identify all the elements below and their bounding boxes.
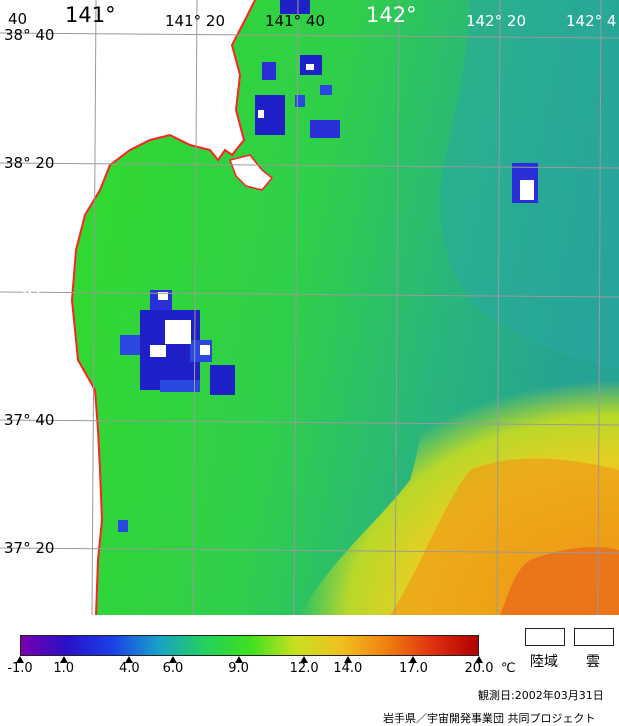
lon-label-141-40: 141° 40 [265,12,325,30]
lat-label-38: 38° [14,278,52,302]
scale-tick-mark [59,656,68,663]
land-area [0,0,255,615]
observation-date: 観測日:2002年03月31日 [478,689,604,702]
lon-label-141-20: 141° 20 [165,12,225,30]
graticule [0,0,619,615]
lon-label-142-40: 142° 4 [566,12,617,30]
sea-surface-temperature-map [0,0,619,615]
cloud-white-cores [150,64,534,357]
scale-tick-label: 20.0 [464,661,494,676]
unit-label: ℃ [501,661,516,676]
lat-label-37-20: 37° 20 [4,539,55,557]
land-label: 陸域 [530,654,558,670]
scale-tick-label: 17.0 [398,661,428,676]
scale-tick-mark [16,656,24,663]
lon-label-142: 142° [366,3,417,27]
scale-tick-mark [300,656,309,663]
scale-tick-mark [234,656,243,663]
island-coast [229,154,274,191]
coastline [70,0,256,615]
scale-tick-label: 12.0 [289,661,319,676]
corner-label: 40 [8,10,28,28]
scale-tick-label: -1.0 [7,661,33,676]
scale-tick-label: 6.0 [162,661,184,676]
scale-tick-mark [169,656,177,663]
lon-label-142-20: 142° 20 [466,12,526,30]
scale-tick-mark [125,656,134,663]
warm-hot-region [500,547,619,615]
color-scale-bar [20,635,479,656]
lat-label-38-40: 38° 40 [4,26,55,44]
scale-tick-label: 14.0 [333,661,363,676]
scale-tick-mark [409,656,418,663]
cloud-swatch [574,628,614,646]
land-swatch [525,628,565,646]
scale-tick-label: 9.0 [228,661,249,676]
scale-tick-mark [475,656,483,663]
cloud-label: 雲 [586,654,600,670]
scale-tick-label: 1.0 [53,661,75,676]
credit-text: 岩手県／宇宙開発事業団 共同プロジェクト [383,712,596,725]
lat-label-37-40: 37° 40 [4,411,55,429]
scale-tick-mark [343,656,352,663]
lon-label-141: 141° [65,3,116,27]
scale-tick-label: 4.0 [118,661,140,676]
temperature-legend: -1.0 1.0 4.0 6.0 9.0 12.0 14.0 17.0 20.0 ℃ 陸域 雲 … [0,615,619,725]
lat-label-38-20: 38° 20 [4,154,55,172]
